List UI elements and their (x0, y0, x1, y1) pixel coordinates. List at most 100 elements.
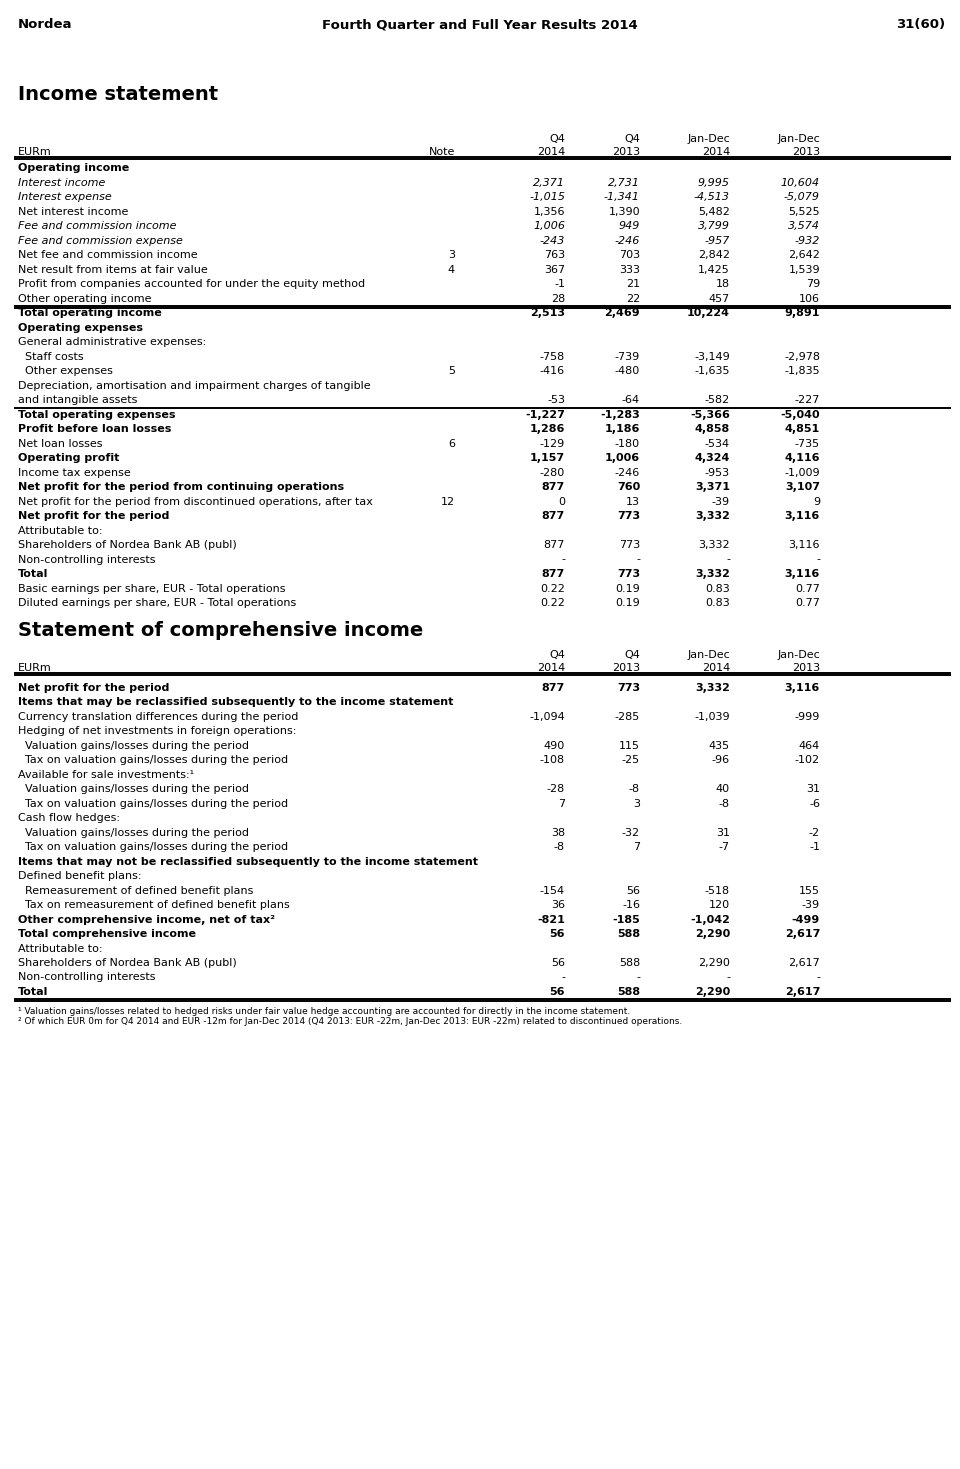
Text: Other expenses: Other expenses (18, 366, 113, 376)
Text: -1,094: -1,094 (529, 711, 565, 721)
Text: 22: 22 (626, 294, 640, 304)
Text: 0: 0 (558, 497, 565, 507)
Text: 115: 115 (619, 740, 640, 751)
Text: 31: 31 (806, 784, 820, 795)
Text: -3,149: -3,149 (694, 351, 730, 361)
Text: -108: -108 (540, 755, 565, 765)
Text: -821: -821 (538, 915, 565, 924)
Text: 333: 333 (619, 264, 640, 275)
Text: -285: -285 (614, 711, 640, 721)
Text: 56: 56 (549, 928, 565, 939)
Text: 4,851: 4,851 (784, 425, 820, 433)
Text: 763: 763 (544, 250, 565, 260)
Text: 435: 435 (708, 740, 730, 751)
Text: 2,290: 2,290 (698, 958, 730, 968)
Text: -280: -280 (540, 467, 565, 477)
Text: Interest income: Interest income (18, 178, 106, 188)
Text: ¹ Valuation gains/losses related to hedged risks under fair value hedge accounti: ¹ Valuation gains/losses related to hedg… (18, 1006, 631, 1015)
Text: Q4: Q4 (624, 649, 640, 660)
Text: 56: 56 (551, 958, 565, 968)
Text: Net loan losses: Net loan losses (18, 439, 103, 448)
Text: Other comprehensive income, net of tax²: Other comprehensive income, net of tax² (18, 915, 275, 924)
Text: Jan-Dec: Jan-Dec (778, 134, 820, 144)
Text: 31: 31 (716, 827, 730, 837)
Text: -1: -1 (809, 842, 820, 852)
Text: -129: -129 (540, 439, 565, 448)
Text: -1,009: -1,009 (784, 467, 820, 477)
Text: -953: -953 (705, 467, 730, 477)
Text: 10,224: 10,224 (687, 308, 730, 317)
Text: 2,731: 2,731 (608, 178, 640, 188)
Text: 120: 120 (708, 900, 730, 909)
Text: 7: 7 (558, 799, 565, 808)
Text: 773: 773 (617, 683, 640, 692)
Text: -416: -416 (540, 366, 565, 376)
Text: Attributable to:: Attributable to: (18, 943, 103, 953)
Text: 3,116: 3,116 (788, 541, 820, 549)
Text: 3: 3 (448, 250, 455, 260)
Text: 877: 877 (541, 511, 565, 521)
Text: 949: 949 (618, 220, 640, 231)
Text: 0.22: 0.22 (540, 598, 565, 608)
Text: 2014: 2014 (702, 663, 730, 673)
Text: 28: 28 (551, 294, 565, 304)
Text: EURm: EURm (18, 147, 52, 157)
Text: -534: -534 (705, 439, 730, 448)
Text: Hedging of net investments in foreign operations:: Hedging of net investments in foreign op… (18, 726, 297, 736)
Text: 9: 9 (813, 497, 820, 507)
Text: Shareholders of Nordea Bank AB (publ): Shareholders of Nordea Bank AB (publ) (18, 541, 237, 549)
Text: 106: 106 (799, 294, 820, 304)
Text: -582: -582 (705, 395, 730, 405)
Text: 1,425: 1,425 (698, 264, 730, 275)
Text: -64: -64 (622, 395, 640, 405)
Text: Total: Total (18, 987, 48, 997)
Text: Jan-Dec: Jan-Dec (687, 649, 730, 660)
Text: Non-controlling interests: Non-controlling interests (18, 972, 156, 983)
Text: 3,332: 3,332 (695, 569, 730, 579)
Text: 3,116: 3,116 (784, 511, 820, 521)
Text: Tax on valuation gains/losses during the period: Tax on valuation gains/losses during the… (18, 842, 288, 852)
Text: -2,978: -2,978 (784, 351, 820, 361)
Text: 367: 367 (544, 264, 565, 275)
Text: 2,290: 2,290 (695, 928, 730, 939)
Text: 0.83: 0.83 (706, 583, 730, 593)
Text: Income tax expense: Income tax expense (18, 467, 131, 477)
Text: -39: -39 (802, 900, 820, 909)
Text: Tax on valuation gains/losses during the period: Tax on valuation gains/losses during the… (18, 799, 288, 808)
Text: Income statement: Income statement (18, 85, 218, 104)
Text: Total operating income: Total operating income (18, 308, 161, 317)
Text: Profit before loan losses: Profit before loan losses (18, 425, 172, 433)
Text: 155: 155 (799, 886, 820, 896)
Text: 3,574: 3,574 (788, 220, 820, 231)
Text: -: - (816, 554, 820, 564)
Text: 0.22: 0.22 (540, 583, 565, 593)
Text: 877: 877 (541, 569, 565, 579)
Text: -739: -739 (614, 351, 640, 361)
Text: 3,332: 3,332 (695, 683, 730, 692)
Text: -16: -16 (622, 900, 640, 909)
Text: 2,513: 2,513 (530, 308, 565, 317)
Text: -: - (726, 554, 730, 564)
Text: -5,079: -5,079 (784, 192, 820, 203)
Text: Profit from companies accounted for under the equity method: Profit from companies accounted for unde… (18, 279, 365, 289)
Text: -25: -25 (622, 755, 640, 765)
Text: Valuation gains/losses during the period: Valuation gains/losses during the period (18, 784, 249, 795)
Text: Staff costs: Staff costs (18, 351, 84, 361)
Text: 31(60): 31(60) (896, 18, 945, 31)
Text: 5: 5 (448, 366, 455, 376)
Text: -: - (636, 972, 640, 983)
Text: Net profit for the period from discontinued operations, after tax: Net profit for the period from discontin… (18, 497, 372, 507)
Text: 3,371: 3,371 (695, 482, 730, 492)
Text: 21: 21 (626, 279, 640, 289)
Text: 4,324: 4,324 (695, 452, 730, 463)
Text: 2,617: 2,617 (788, 958, 820, 968)
Text: 2,371: 2,371 (533, 178, 565, 188)
Text: -1,042: -1,042 (690, 915, 730, 924)
Text: 1,006: 1,006 (533, 220, 565, 231)
Text: 0.19: 0.19 (615, 598, 640, 608)
Text: Fee and commission expense: Fee and commission expense (18, 235, 182, 245)
Text: 2,617: 2,617 (784, 928, 820, 939)
Text: 457: 457 (708, 294, 730, 304)
Text: -480: -480 (614, 366, 640, 376)
Text: 1,286: 1,286 (530, 425, 565, 433)
